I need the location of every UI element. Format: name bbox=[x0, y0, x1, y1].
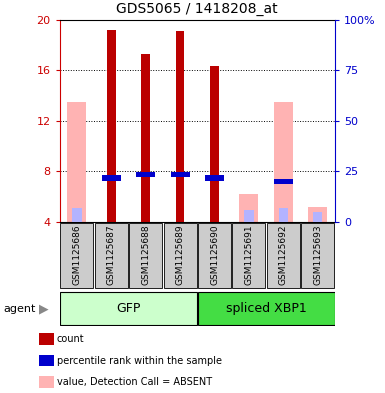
FancyBboxPatch shape bbox=[267, 223, 300, 288]
Text: GSM1125687: GSM1125687 bbox=[107, 224, 116, 285]
Text: GSM1125692: GSM1125692 bbox=[279, 224, 288, 285]
FancyBboxPatch shape bbox=[301, 223, 334, 288]
Text: agent: agent bbox=[4, 303, 36, 314]
Text: ▶: ▶ bbox=[39, 302, 49, 315]
Title: GDS5065 / 1418208_at: GDS5065 / 1418208_at bbox=[117, 2, 278, 16]
Bar bbox=[279, 208, 288, 222]
Bar bbox=[136, 172, 155, 177]
FancyBboxPatch shape bbox=[164, 223, 197, 288]
Bar bbox=[205, 175, 224, 180]
Bar bbox=[67, 102, 86, 222]
Text: count: count bbox=[57, 334, 85, 344]
Bar bbox=[102, 175, 121, 180]
Bar bbox=[308, 207, 327, 222]
FancyBboxPatch shape bbox=[95, 223, 128, 288]
FancyBboxPatch shape bbox=[233, 223, 265, 288]
FancyBboxPatch shape bbox=[60, 292, 197, 325]
Bar bbox=[171, 172, 189, 177]
Text: GFP: GFP bbox=[116, 302, 141, 315]
Bar bbox=[107, 30, 116, 222]
FancyBboxPatch shape bbox=[60, 223, 94, 288]
FancyBboxPatch shape bbox=[129, 223, 162, 288]
Bar bbox=[274, 102, 293, 222]
Text: percentile rank within the sample: percentile rank within the sample bbox=[57, 356, 222, 365]
Bar bbox=[244, 210, 254, 222]
Text: GSM1125693: GSM1125693 bbox=[313, 224, 322, 285]
Bar bbox=[176, 31, 184, 222]
Bar bbox=[313, 212, 323, 222]
FancyBboxPatch shape bbox=[198, 292, 335, 325]
Text: GSM1125689: GSM1125689 bbox=[176, 224, 185, 285]
Bar bbox=[274, 179, 293, 184]
Text: spliced XBP1: spliced XBP1 bbox=[226, 302, 306, 315]
Bar bbox=[210, 66, 219, 222]
Text: GSM1125691: GSM1125691 bbox=[244, 224, 253, 285]
Bar bbox=[239, 194, 258, 222]
Bar bbox=[141, 54, 150, 222]
Text: GSM1125688: GSM1125688 bbox=[141, 224, 150, 285]
FancyBboxPatch shape bbox=[198, 223, 231, 288]
Text: GSM1125686: GSM1125686 bbox=[72, 224, 81, 285]
Bar bbox=[72, 208, 82, 222]
Text: GSM1125690: GSM1125690 bbox=[210, 224, 219, 285]
Text: value, Detection Call = ABSENT: value, Detection Call = ABSENT bbox=[57, 377, 212, 387]
